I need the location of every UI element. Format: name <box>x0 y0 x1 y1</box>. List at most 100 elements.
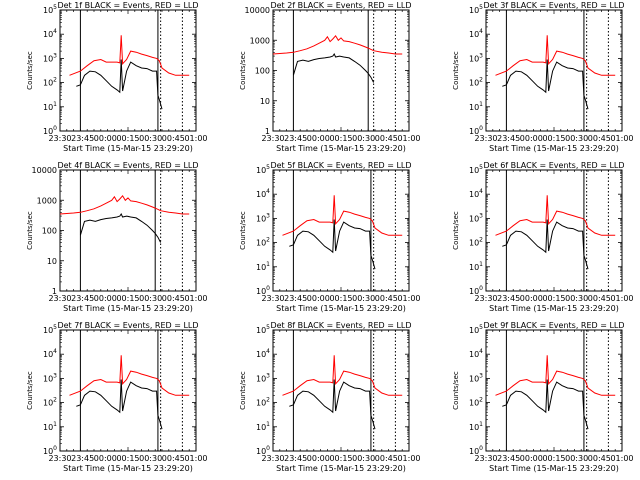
panel-title: Det 8f BLACK = Events, RED = LLD <box>270 321 411 330</box>
x-axis-label: Start Time (15-Mar-15 23:29:20) <box>63 304 193 313</box>
y-tick-label: 103 <box>256 372 270 383</box>
x-tick-label: 23:30 <box>261 294 284 303</box>
y-tick-label: 104 <box>256 348 270 359</box>
y-tick-label: 102 <box>43 397 57 408</box>
y-tick-label: 1 <box>265 127 270 136</box>
panel-title: Det 2f BLACK = Events, RED = LLD <box>270 1 411 10</box>
x-tick-label: 23:30 <box>261 454 284 463</box>
x-tick-label: 01:00 <box>397 454 420 463</box>
x-tick-label: 00:00 <box>520 454 543 463</box>
y-tick-label: 104 <box>469 28 483 39</box>
x-tick-label: 00:45 <box>588 294 611 303</box>
series-events <box>502 379 589 430</box>
y-tick-label: 104 <box>469 188 483 199</box>
series-lld <box>282 355 403 396</box>
x-axis-label: Start Time (15-Mar-15 23:29:20) <box>276 144 406 153</box>
y-tick-label: 104 <box>43 348 57 359</box>
series-events <box>79 212 162 243</box>
y-tick-label: 101 <box>469 421 483 432</box>
y-tick-label: 10000 <box>245 6 270 15</box>
panel-det-8: Det 8f BLACK = Events, RED = LLD Counts/s… <box>239 321 421 473</box>
x-tick-label: 00:00 <box>94 134 117 143</box>
series-events <box>289 219 376 270</box>
x-tick-label: 00:30 <box>139 294 162 303</box>
y-axis-label: Counts/sec <box>239 371 247 410</box>
x-tick-label: 01:00 <box>610 134 633 143</box>
x-tick-label: 00:45 <box>588 454 611 463</box>
y-tick-label: 101 <box>43 421 57 432</box>
y-tick-label: 105 <box>469 164 483 175</box>
panel-det-4: Det 4f BLACK = Events, RED = LLD Counts/s… <box>26 161 208 313</box>
y-axis-label: Counts/sec <box>452 51 460 90</box>
y-tick-label: 10 <box>260 97 270 106</box>
series-events <box>76 379 163 430</box>
y-tick-label: 103 <box>43 372 57 383</box>
y-tick-label: 1 <box>52 287 57 296</box>
x-tick-label: 00:00 <box>307 134 330 143</box>
x-axis-label: Start Time (15-Mar-15 23:29:20) <box>276 464 406 473</box>
x-tick-label: 00:30 <box>352 134 375 143</box>
y-tick-label: 102 <box>43 77 57 88</box>
x-tick-label: 00:45 <box>162 454 185 463</box>
y-axis-label: Counts/sec <box>26 371 34 410</box>
x-tick-label: 01:00 <box>397 134 420 143</box>
x-tick-label: 23:30 <box>474 134 497 143</box>
x-tick-label: 23:45 <box>497 134 520 143</box>
x-tick-label: 00:15 <box>329 454 352 463</box>
x-tick-label: 00:30 <box>565 294 588 303</box>
x-tick-label: 00:45 <box>588 134 611 143</box>
y-tick-label: 100 <box>469 445 483 456</box>
x-axis-label: Start Time (15-Mar-15 23:29:20) <box>276 304 406 313</box>
panel-title: Det 1f BLACK = Events, RED = LLD <box>57 1 198 10</box>
x-tick-label: 23:30 <box>261 134 284 143</box>
series-events <box>289 379 376 430</box>
y-tick-label: 100 <box>469 285 483 296</box>
y-tick-label: 101 <box>43 101 57 112</box>
x-tick-label: 00:30 <box>139 454 162 463</box>
y-tick-label: 105 <box>43 4 57 15</box>
x-tick-label: 23:45 <box>497 294 520 303</box>
x-tick-label: 23:45 <box>284 294 307 303</box>
y-tick-label: 102 <box>469 237 483 248</box>
x-tick-label: 01:00 <box>397 294 420 303</box>
series-lld <box>69 355 190 396</box>
panel-title: Det 3f BLACK = Events, RED = LLD <box>483 1 624 10</box>
panel-det-2: Det 2f BLACK = Events, RED = LLD Counts/s… <box>239 1 421 153</box>
panel-det-6: Det 6f BLACK = Events, RED = LLD Counts/s… <box>452 161 634 313</box>
x-axis-label: Start Time (15-Mar-15 23:29:20) <box>63 464 193 473</box>
panel-det-3: Det 3f BLACK = Events, RED = LLD Counts/s… <box>452 1 634 153</box>
panel-title: Det 9f BLACK = Events, RED = LLD <box>483 321 624 330</box>
series-lld <box>495 355 616 396</box>
y-tick-label: 105 <box>469 4 483 15</box>
x-tick-label: 23:45 <box>71 294 94 303</box>
panel-title: Det 6f BLACK = Events, RED = LLD <box>483 161 624 170</box>
x-axis-label: Start Time (15-Mar-15 23:29:20) <box>489 144 619 153</box>
y-tick-label: 102 <box>256 237 270 248</box>
x-tick-label: 00:45 <box>162 294 185 303</box>
y-tick-label: 103 <box>469 212 483 223</box>
panel-det-5: Det 5f BLACK = Events, RED = LLD Counts/s… <box>239 161 421 313</box>
x-tick-label: 00:15 <box>542 454 565 463</box>
y-axis-label: Counts/sec <box>239 51 247 90</box>
x-tick-label: 00:15 <box>542 134 565 143</box>
y-tick-label: 100 <box>42 227 57 236</box>
y-tick-label: 101 <box>256 421 270 432</box>
series-lld <box>495 35 616 76</box>
y-tick-label: 103 <box>469 372 483 383</box>
y-tick-label: 100 <box>255 67 270 76</box>
x-tick-label: 23:45 <box>284 134 307 143</box>
x-tick-label: 00:00 <box>94 454 117 463</box>
y-tick-label: 105 <box>256 324 270 335</box>
panel-title: Det 4f BLACK = Events, RED = LLD <box>57 161 198 170</box>
x-tick-label: 00:30 <box>139 134 162 143</box>
y-axis-label: Counts/sec <box>26 51 34 90</box>
x-axis-label: Start Time (15-Mar-15 23:29:20) <box>489 304 619 313</box>
x-tick-label: 00:15 <box>116 294 139 303</box>
series-lld <box>272 34 403 55</box>
x-tick-label: 23:45 <box>497 454 520 463</box>
y-axis-label: Counts/sec <box>452 211 460 250</box>
y-tick-label: 105 <box>43 324 57 335</box>
y-axis-label: Counts/sec <box>452 371 460 410</box>
x-tick-label: 23:30 <box>48 454 71 463</box>
